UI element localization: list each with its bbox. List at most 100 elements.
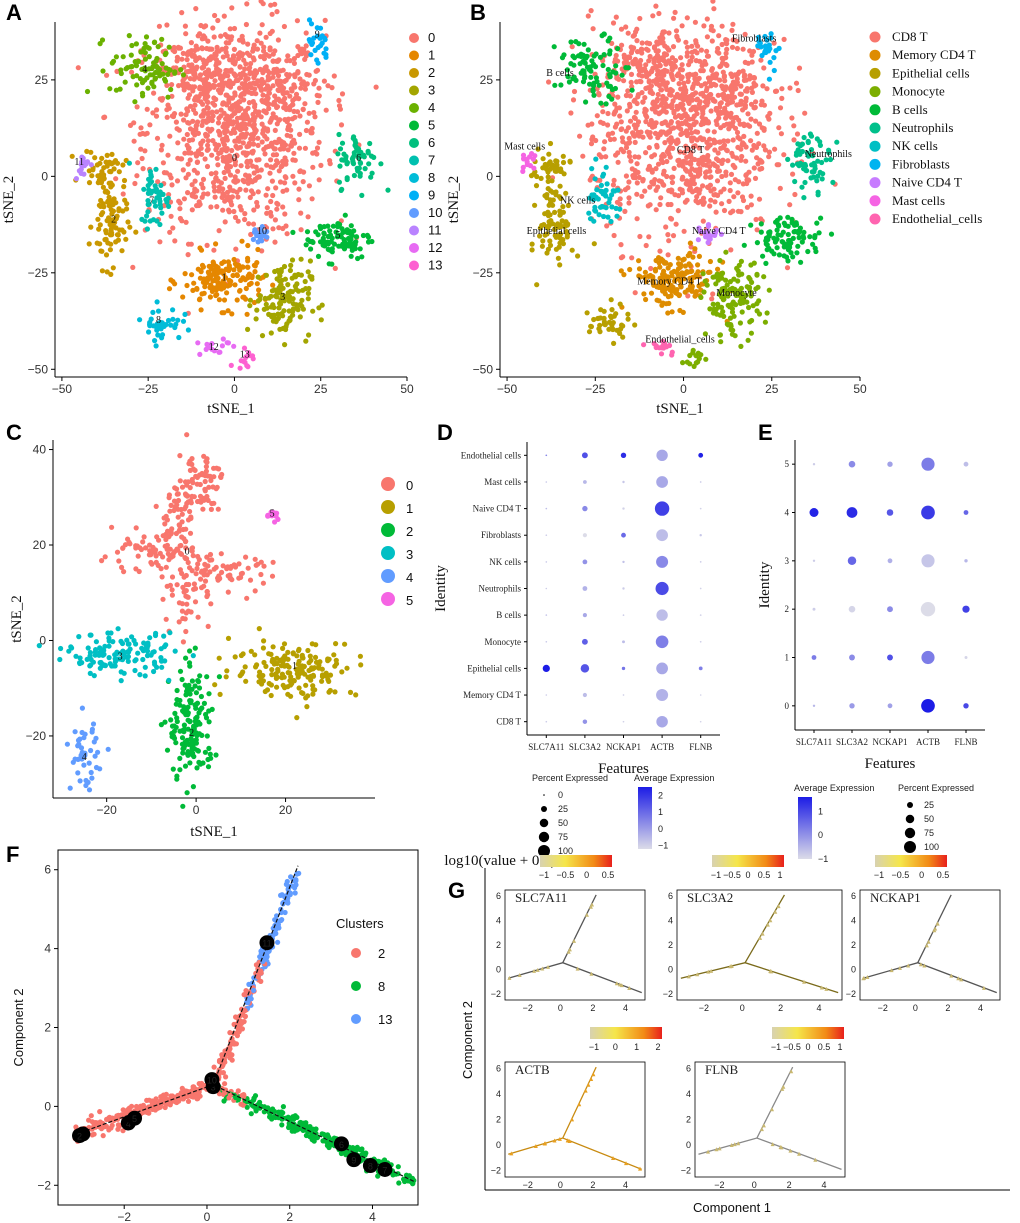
cluster-13-point — [228, 362, 234, 368]
legend-key-13 — [409, 260, 419, 271]
nk-cell-point — [609, 204, 615, 210]
cluster-6-point — [349, 156, 355, 162]
cd8-t-point — [665, 232, 671, 238]
b-cell-point — [597, 54, 604, 60]
cd8-t-point — [710, 0, 716, 4]
cd8-t-point — [671, 165, 677, 171]
legend-key-3 — [409, 85, 419, 96]
cd8-t-point — [622, 208, 628, 214]
cluster-0-point — [244, 595, 250, 601]
cluster-0-point — [265, 95, 271, 101]
cluster-0-point — [189, 568, 195, 574]
cluster-0-point — [274, 9, 280, 15]
cluster-0-point — [284, 231, 290, 237]
cd8-t-point — [571, 88, 578, 95]
b-cell-point — [807, 234, 813, 240]
cluster-2-point — [108, 271, 114, 277]
cluster-0-point — [175, 514, 181, 520]
monocyte-point — [698, 294, 704, 300]
cluster-3-point — [142, 664, 148, 670]
cluster-3-point — [302, 278, 308, 285]
epithelial-point — [534, 173, 540, 180]
cluster-3-point — [259, 333, 266, 339]
cd8-t-point — [790, 171, 796, 177]
cluster-0-point — [250, 123, 256, 129]
cluster-3-point — [167, 630, 173, 636]
legend-key-7 — [409, 155, 419, 166]
cluster-4-point — [92, 753, 98, 759]
cd8-t-point — [684, 160, 690, 166]
cluster-0-point — [153, 503, 159, 509]
cd8-t-point — [728, 247, 734, 253]
cluster-0-point — [253, 70, 259, 76]
cd8-t-point — [624, 108, 630, 114]
cd8-t-point — [546, 79, 552, 85]
cluster-6-point — [341, 151, 347, 157]
cluster-0-point — [263, 34, 269, 40]
cluster-5-point — [321, 224, 327, 230]
cluster-0-point — [277, 179, 284, 185]
memory-cd4-point — [675, 255, 681, 261]
cluster-12-point — [211, 348, 217, 354]
cd8-t-point — [651, 99, 657, 105]
monocyte-point — [710, 274, 716, 280]
x-tick-label: 25 — [765, 382, 779, 396]
cd8-t-point — [729, 73, 735, 80]
cd8-t-point — [757, 166, 763, 172]
b-cell-point — [593, 51, 599, 57]
cluster-label-13: 13 — [240, 350, 250, 361]
cluster-0-point — [211, 247, 217, 253]
cd8-t-point — [623, 128, 629, 134]
cluster-0-point — [373, 84, 379, 90]
memory-cd4-point — [695, 262, 701, 268]
cluster-6-point — [339, 140, 346, 146]
cd8-t-point — [753, 144, 760, 150]
cluster-4-point — [162, 76, 168, 82]
cluster-0-point — [255, 142, 261, 148]
cluster-3-point — [264, 305, 270, 311]
cluster-0-point — [205, 191, 211, 197]
cluster-0-point — [159, 574, 165, 580]
cluster-0-point — [190, 553, 196, 559]
cluster-0-point — [179, 156, 185, 162]
cluster-0-point — [253, 164, 259, 170]
cd8-t-point — [724, 121, 730, 127]
cluster-3-point — [266, 295, 272, 301]
cluster-0-point — [150, 110, 156, 116]
cluster-2-point — [206, 708, 212, 714]
cluster-0-point — [125, 536, 131, 542]
cluster-6-point — [366, 161, 372, 167]
cd8-t-point — [702, 58, 708, 65]
cluster-1-point — [270, 656, 276, 663]
monocyte-point — [761, 274, 767, 280]
nk-cell-point — [593, 156, 599, 162]
cluster-3-point — [125, 658, 131, 665]
cd8-t-point — [741, 141, 747, 147]
cluster-4-point — [142, 56, 148, 62]
cluster-0-point — [171, 111, 178, 117]
cluster-0-point — [217, 132, 223, 138]
cluster-label-9: 9 — [315, 29, 320, 40]
cd8-t-point — [734, 114, 740, 121]
cluster-3-point — [310, 308, 316, 314]
cluster-label-1: 1 — [222, 273, 227, 284]
cluster-5-point — [315, 232, 321, 238]
cluster-0-point — [332, 265, 338, 271]
cluster-0-point — [183, 628, 189, 635]
cluster-0-point — [210, 180, 217, 186]
cluster-1-point — [294, 653, 300, 659]
cluster-1-point — [279, 657, 285, 663]
cluster-0-point — [274, 66, 280, 72]
x-axis-title: tSNE_1 — [190, 824, 238, 840]
memory-cd4-point — [648, 290, 655, 296]
cluster-0-point — [252, 556, 258, 562]
cluster-3-point — [247, 297, 253, 303]
b-cell-point — [785, 231, 791, 238]
cluster-2-point — [185, 717, 191, 723]
cluster-0-point — [177, 567, 183, 573]
cd8-t-point — [653, 187, 659, 193]
y-axis-title: tSNE_2 — [446, 176, 462, 224]
cluster-1-point — [263, 663, 269, 670]
cluster-0-point — [242, 211, 248, 217]
cluster-2-point — [174, 715, 180, 721]
